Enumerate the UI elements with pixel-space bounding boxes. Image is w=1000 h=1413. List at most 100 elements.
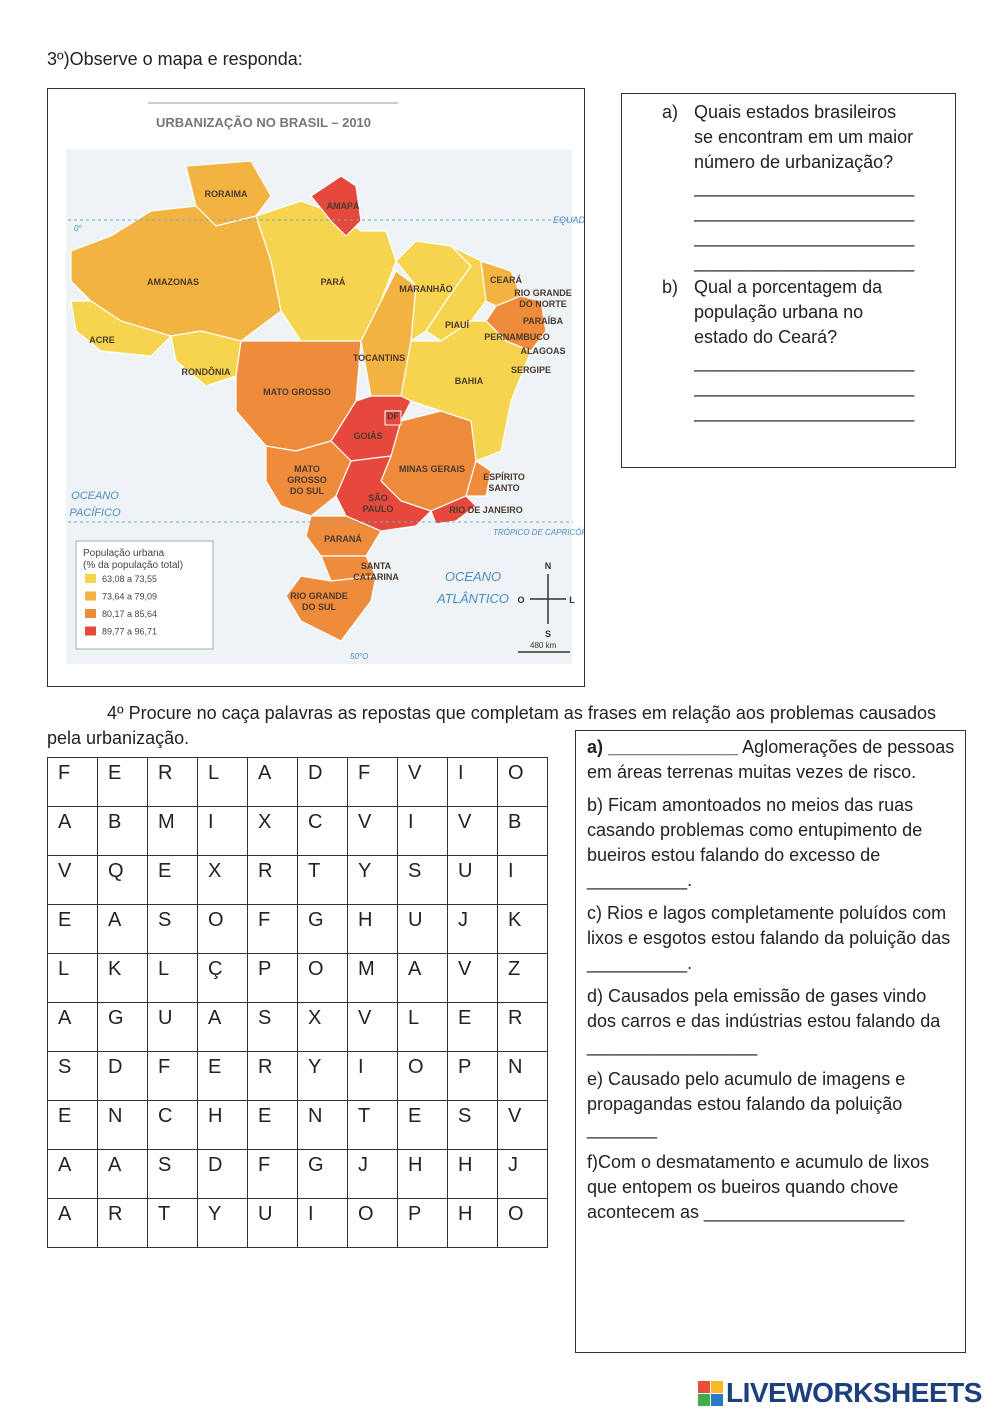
grid-cell: P — [247, 953, 298, 1003]
grid-cell: H — [397, 1149, 448, 1199]
grid-cell: A — [197, 1002, 248, 1052]
legend-subtitle: (% da população total) — [83, 560, 183, 571]
map-label: PARANÁ — [324, 534, 362, 544]
grid-cell: Q — [97, 855, 148, 905]
map-label: AMAPÁ — [327, 201, 360, 211]
grid-cell: E — [47, 1100, 98, 1150]
logo: LIVEWORKSHEETS — [698, 1377, 992, 1408]
grid-cell: H — [447, 1198, 498, 1248]
grid-cell: U — [447, 855, 498, 905]
clue: c) Rios e lagos completamente poluídos c… — [587, 901, 959, 976]
grid-cell: F — [247, 904, 298, 954]
grid-cell: S — [447, 1100, 498, 1150]
grid-cell: S — [47, 1051, 98, 1101]
answer-blank: ______________________ — [694, 352, 915, 372]
state-shape — [465, 460, 492, 497]
grid-cell: I — [447, 757, 498, 807]
state-shape — [70, 300, 173, 357]
map-label: CATARINA — [353, 572, 399, 582]
grid-cell: K — [97, 953, 148, 1003]
map-label: RIO GRANDE — [514, 288, 572, 298]
map-label: PIAUÍ — [445, 320, 470, 330]
grid-cell: N — [97, 1100, 148, 1150]
grid-cell: X — [197, 855, 248, 905]
grid-cell: E — [397, 1100, 448, 1150]
grid-cell: F — [347, 757, 398, 807]
grid-cell: U — [147, 1002, 198, 1052]
map-label: DF — [387, 411, 399, 421]
grid-cell: H — [197, 1100, 248, 1150]
grid-cell: U — [397, 904, 448, 954]
grid-cell: A — [47, 806, 98, 856]
grid-cell: A — [247, 757, 298, 807]
map-label: DO SUL — [302, 602, 337, 612]
grid-cell: B — [97, 806, 148, 856]
clue-text: Aglomerações de pessoas em áreas terrena… — [587, 737, 955, 782]
question: b) Qual a porcentagem da população urbana… — [662, 275, 917, 425]
clue: d) Causados pela emissão de gases vindo … — [587, 984, 959, 1059]
grid-cell: D — [197, 1149, 248, 1199]
grid-cell: O — [347, 1198, 398, 1248]
grid-cell: N — [497, 1051, 548, 1101]
legend-swatch — [85, 609, 96, 618]
grid-cell: V — [347, 1002, 398, 1052]
map-label: SERGIPE — [511, 365, 551, 375]
map-label: ACRE — [89, 335, 115, 345]
grid-cell: O — [397, 1051, 448, 1101]
map-label: MATO GROSSO — [263, 387, 331, 397]
map-label: RIO DE JANEIRO — [449, 505, 523, 515]
grid-cell: A — [97, 904, 148, 954]
clues: a) _____________ Aglomerações de pessoas… — [587, 735, 959, 1233]
scale-label: 480 km — [530, 641, 557, 650]
grid-cell: O — [197, 904, 248, 954]
grid-cell: V — [47, 855, 98, 905]
grid-cell: O — [297, 953, 348, 1003]
grid-cell: A — [47, 1198, 98, 1248]
grid-cell: Z — [497, 953, 548, 1003]
map-label: SANTO — [488, 483, 519, 493]
grid-cell: Y — [347, 855, 398, 905]
question-text: Quais estados brasileiros se encontram e… — [694, 102, 914, 172]
compass-letter: L — [569, 595, 575, 605]
grid-cell: J — [497, 1149, 548, 1199]
grid-cell: G — [97, 1002, 148, 1052]
legend-label: 63,08 a 73,55 — [102, 574, 157, 584]
reference-label: 0° — [74, 224, 82, 233]
answer-blank: ______________________ — [694, 202, 915, 222]
heading: 3º)Observe o mapa e responda: — [47, 49, 303, 69]
grid-cell: D — [97, 1051, 148, 1101]
question-box: a) Quais estados brasileiros se encontram… — [621, 93, 956, 468]
state-shape — [285, 575, 377, 642]
map-label: RIO GRANDE — [290, 591, 348, 601]
grid-cell: I — [497, 855, 548, 905]
map-label: SANTA — [361, 561, 392, 571]
answer-blank: ______________________ — [694, 252, 915, 272]
legend-swatch — [85, 591, 96, 601]
grid-cell: R — [497, 1002, 548, 1052]
map-label: DO SUL — [290, 486, 325, 496]
grid-cell: F — [47, 757, 98, 807]
map-label: CEARÁ — [490, 275, 523, 285]
grid-cell: M — [147, 806, 198, 856]
grid-cell: K — [497, 904, 548, 954]
grid-cell: N — [297, 1100, 348, 1150]
map-title: URBANIZAÇÃO NO BRASIL – 2010 — [156, 115, 371, 130]
grid-cell: R — [147, 757, 198, 807]
clue: f)Com o desmatamento e acumulo de lixos … — [587, 1150, 959, 1225]
map-label: SÃO — [368, 493, 388, 503]
grid-cell: T — [297, 855, 348, 905]
map-label: MINAS GERAIS — [399, 464, 465, 474]
grid-cell: S — [247, 1002, 298, 1052]
grid-cell: L — [397, 1002, 448, 1052]
map-label: ALAGOAS — [521, 346, 566, 356]
legend-swatch — [85, 626, 96, 636]
grid-cell: L — [197, 757, 248, 807]
logo-icon — [698, 1381, 723, 1406]
grid-cell: L — [47, 953, 98, 1003]
grid-cell: C — [147, 1100, 198, 1150]
